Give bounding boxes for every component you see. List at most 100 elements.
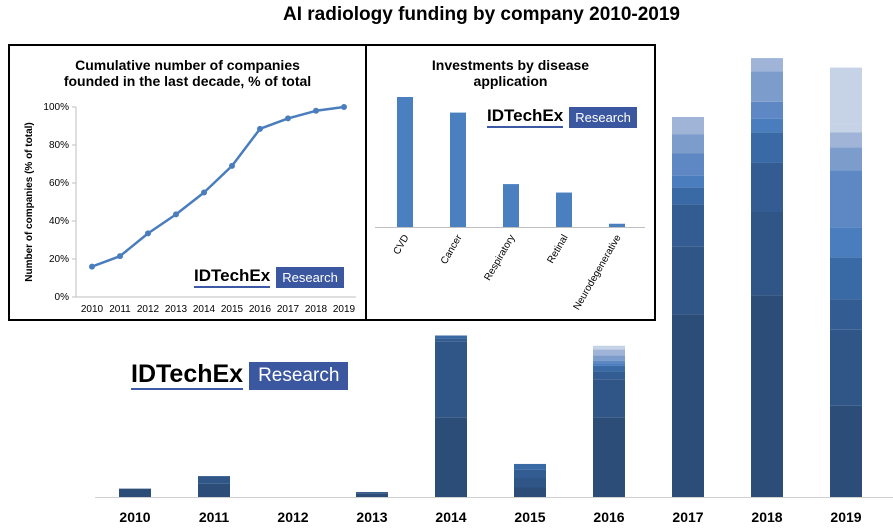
bar-segment-2018-1 xyxy=(751,295,783,497)
logo-tag: Research xyxy=(249,362,349,390)
bar-segment-2017-6 xyxy=(672,153,704,176)
chart-title: AI radiology funding by company 2010-201… xyxy=(283,4,680,25)
bar-segment-2018-7 xyxy=(751,71,783,102)
logo-tag: Research xyxy=(276,267,344,288)
logo-brand: IDTechEx xyxy=(487,107,564,128)
bar-cancer xyxy=(450,112,466,227)
data-point-2010 xyxy=(89,263,95,270)
bar-segment-2017-4 xyxy=(672,187,704,205)
x-tick-label: 2018 xyxy=(751,509,782,525)
x-tick-label: 2015 xyxy=(221,304,244,315)
inset-left-logo: IDTechEx Research xyxy=(194,267,344,288)
x-tick-label: CVD xyxy=(392,233,412,257)
bar-segment-2014-2 xyxy=(435,341,467,418)
bar-segment-2015-3 xyxy=(514,469,546,478)
bar-segment-2017-1 xyxy=(672,314,704,497)
inset-left-title: Cumulative number of companies founded i… xyxy=(10,57,365,89)
bar-segment-2016-9 xyxy=(593,345,625,350)
x-tick-label: 2013 xyxy=(165,304,188,315)
bar-segment-2016-7 xyxy=(593,355,625,361)
x-tick-label: Respiratory xyxy=(483,233,518,283)
x-tick-label: 2014 xyxy=(193,304,216,315)
y-tick-label: 0% xyxy=(55,292,70,303)
data-point-2012 xyxy=(145,230,151,237)
bar-segment-2016-2 xyxy=(593,379,625,418)
bar-segment-2017-8 xyxy=(672,117,704,135)
inset-right-logo: IDTechEx Research xyxy=(487,107,637,128)
bar-segment-2016-5 xyxy=(593,364,625,366)
bar-segment-2016-8 xyxy=(593,349,625,356)
bar-segment-2017-2 xyxy=(672,246,704,315)
bar-segment-2019-2 xyxy=(830,329,862,406)
bar-segment-2019-11 xyxy=(830,67,862,79)
bar-segment-2018-2 xyxy=(751,212,783,296)
x-tick-label: Neurodegenerative xyxy=(572,233,624,313)
bar-segment-2014-1 xyxy=(435,417,467,497)
y-tick-label: 100% xyxy=(43,102,69,113)
bar-segment-2015-2 xyxy=(514,478,546,488)
bar-segment-2018-4 xyxy=(751,132,783,163)
bar-segment-2017-7 xyxy=(672,134,704,154)
data-point-2013 xyxy=(173,211,179,218)
y-tick-label: 40% xyxy=(49,216,69,227)
bar-retinal xyxy=(556,192,572,227)
disease-bar-chart: CVD Cancer Respiratory Retinal Neurodegenera… xyxy=(375,97,645,313)
bar-segment-2013-2 xyxy=(356,492,388,494)
logo-brand: IDTechEx xyxy=(194,267,271,288)
y-tick-label: 60% xyxy=(49,178,69,189)
logo-brand: IDTechEx xyxy=(131,360,244,390)
bar-segment-2010-1 xyxy=(119,488,151,497)
bar-segment-2019-10 xyxy=(830,79,862,125)
bar-cvd xyxy=(397,97,413,227)
inset-left-title-line2: founded in the last decade, % of total xyxy=(63,73,312,89)
bar-segment-2016-4 xyxy=(593,365,625,372)
x-tick-label: 2012 xyxy=(277,509,308,525)
data-point-2017 xyxy=(285,115,291,122)
bar-neurodegenerative xyxy=(609,223,625,227)
inset-right-title: Investments by disease application xyxy=(367,57,654,89)
x-tick-label: 2010 xyxy=(81,304,104,315)
cumulative-companies-inset: 0% 20% 40% 60% 80% 100% Number of companies (%… xyxy=(8,44,367,321)
x-tick-label: 2017 xyxy=(672,509,703,525)
bar-segment-2016-1 xyxy=(593,417,625,497)
data-point-2011 xyxy=(117,253,123,260)
series-line xyxy=(91,105,345,268)
bar-segment-2018-8 xyxy=(751,58,783,72)
x-tick-label: Cancer xyxy=(439,232,465,266)
x-tick-label: 2018 xyxy=(305,304,328,315)
bar-segment-2014-4 xyxy=(435,335,467,339)
bar-segment-2013-1 xyxy=(356,493,388,497)
bar-respiratory xyxy=(503,184,519,227)
data-point-2016 xyxy=(257,125,263,132)
x-tick-label: 2014 xyxy=(435,509,466,525)
bar-segment-2017-5 xyxy=(672,175,704,188)
bar-segment-2011-2 xyxy=(198,476,230,484)
inset-right-title-line2: application xyxy=(473,73,548,89)
x-tick-label: 2016 xyxy=(249,304,272,315)
bar-segment-2016-6 xyxy=(593,360,625,364)
data-point-2018 xyxy=(313,107,319,114)
y-tick-label: 20% xyxy=(49,254,69,265)
x-tick-label: 2012 xyxy=(137,304,160,315)
x-tick-label: 2013 xyxy=(356,509,387,525)
idtechex-logo: IDTechEx Research xyxy=(131,360,349,390)
cumulative-line-chart: 0% 20% 40% 60% 80% 100% Number of companies (%… xyxy=(24,102,356,315)
bar-segment-2019-8 xyxy=(830,132,862,148)
bar-segment-2016-3 xyxy=(593,371,625,380)
disease-investments-inset: CVD Cancer Respiratory Retinal Neurodegenera… xyxy=(365,44,656,321)
x-tick-label: 2011 xyxy=(199,509,230,525)
x-tick-label: 2015 xyxy=(514,509,545,525)
x-tick-label: Retinal xyxy=(546,233,571,265)
x-tick-label: 2011 xyxy=(109,304,131,315)
bar-segment-2019-5 xyxy=(830,227,862,258)
bar-segment-2018-5 xyxy=(751,118,783,133)
inset-right-title-line1: Investments by disease xyxy=(431,57,590,73)
data-point-2019 xyxy=(341,104,347,110)
bar-segment-2018-3 xyxy=(751,162,783,212)
y-tick-label: 80% xyxy=(49,140,69,151)
inset-left-title-line1: Cumulative number of companies xyxy=(75,57,300,73)
data-point-2014 xyxy=(201,189,207,196)
bar-segment-2019-9 xyxy=(830,124,862,133)
x-tick-label: 2010 xyxy=(119,509,150,525)
